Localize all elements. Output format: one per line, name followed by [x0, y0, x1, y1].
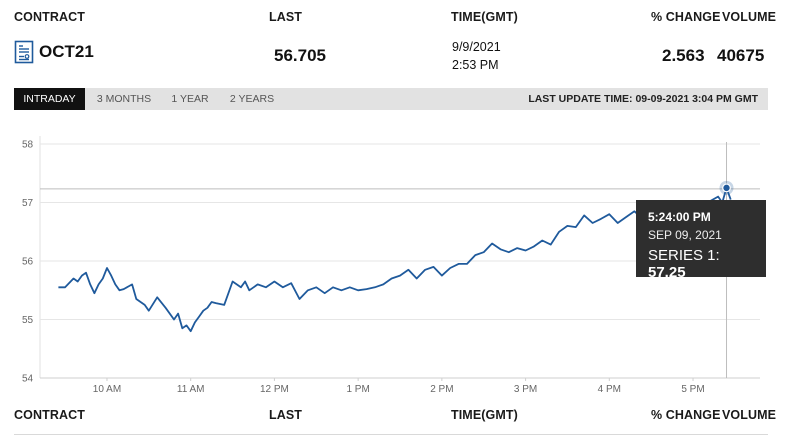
x-tick-label: 4 PM [598, 384, 621, 395]
y-tick-label: 56 [22, 257, 34, 268]
footer-header-pct-change: % CHANGE [651, 408, 721, 422]
tooltip-time: 5:24:00 PM [648, 210, 711, 224]
tab-3-months[interactable]: 3 MONTHS [96, 93, 152, 105]
tab-1-year[interactable]: 1 YEAR [171, 93, 209, 105]
x-tick-label: 3 PM [514, 384, 537, 395]
col-header-time: TIME(GMT) [451, 10, 518, 24]
last-update-time: LAST UPDATE TIME: 09-09-2021 3:04 PM GMT [528, 93, 758, 105]
x-tick-label: 5 PM [681, 384, 704, 395]
footer-header-contract: CONTRACT [14, 408, 85, 422]
col-header-pct-change: % CHANGE [651, 10, 721, 24]
tab-2-years[interactable]: 2 YEARS [229, 93, 275, 105]
y-tick-label: 54 [22, 374, 34, 385]
chart-tooltip: 5:24:00 PM SEP 09, 2021 SERIES 1: 57.25 [636, 200, 766, 281]
footer-header-time: TIME(GMT) [451, 408, 518, 422]
y-tick-label: 55 [22, 315, 34, 326]
col-header-last: LAST [269, 10, 303, 24]
pct-change-value: 2.563 [662, 46, 705, 65]
highlight-point [722, 183, 731, 193]
x-tick-label: 1 PM [346, 384, 369, 395]
contract-name: OCT21 [39, 42, 94, 61]
x-tick-label: 11 AM [177, 384, 205, 395]
intraday-line-chart[interactable]: 54 55 56 57 58 10 AM 11 AM 12 PM 1 PM 2 PM 3 PM 4 P… [0, 124, 800, 396]
y-tick-label: 58 [22, 140, 34, 151]
range-tab-bar: INTRADAY 3 MONTHS 1 YEAR 2 YEARS LAST UP… [14, 88, 768, 110]
last-price: 56.705 [274, 46, 326, 65]
tooltip-series-label: SERIES 1: [648, 247, 720, 264]
footer-header-volume: VOLUME [722, 408, 777, 422]
x-tick-label: 2 PM [430, 384, 453, 395]
document-chart-icon [14, 40, 34, 64]
footer-divider [14, 434, 768, 435]
y-tick-label: 57 [22, 198, 34, 209]
tab-intraday[interactable]: INTRADAY [14, 88, 85, 110]
contract-cell[interactable]: OCT21 [14, 40, 94, 64]
tooltip-date: SEP 09, 2021 [648, 228, 722, 242]
tooltip-series-value: SERIES 1: 57.25 [648, 247, 754, 281]
col-header-contract: CONTRACT [14, 10, 85, 24]
footer-header-last: LAST [269, 408, 303, 422]
quote-time: 2:53 PM [452, 58, 499, 72]
x-tick-label: 10 AM [93, 384, 121, 395]
volume-value: 40675 [717, 46, 765, 65]
x-tick-label: 12 PM [260, 384, 289, 395]
col-header-volume: VOLUME [722, 10, 777, 24]
tooltip-value: 57.25 [648, 264, 686, 281]
series-line [58, 187, 732, 333]
quote-date: 9/9/2021 [452, 40, 501, 54]
